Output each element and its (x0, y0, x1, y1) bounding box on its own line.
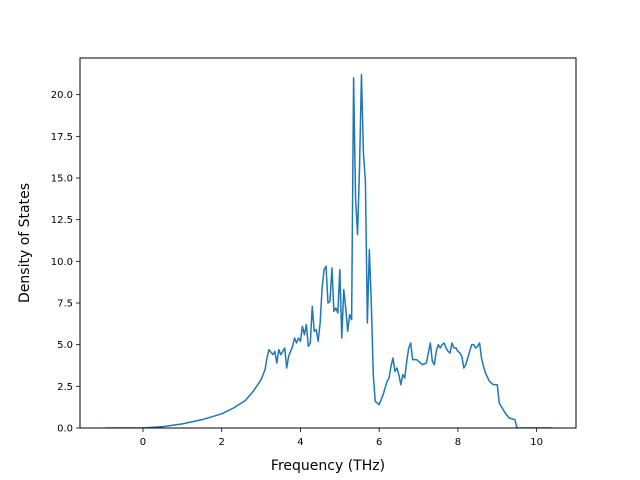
plot-frame (79, 57, 577, 429)
y-tick-label: 5.0 (57, 340, 73, 351)
dos-series-line (105, 73, 553, 428)
plot-content (105, 73, 553, 428)
y-axis-ticks: 0.0 2.5 5.0 7.5 10.0 12.5 15.0 17.5 20.0 (51, 90, 80, 435)
x-tick-label: 4 (297, 437, 303, 448)
y-tick-label: 0.0 (57, 424, 73, 435)
y-axis-label: Density of States (17, 183, 33, 303)
x-tick-label: 6 (376, 437, 382, 448)
x-axis-ticks: 0 2 4 6 8 10 (140, 428, 543, 448)
plot-area (80, 58, 576, 428)
y-tick-label: 2.5 (57, 382, 73, 393)
y-tick-label: 10.0 (51, 257, 73, 268)
y-tick-label: 20.0 (51, 90, 73, 101)
y-tick-label: 17.5 (51, 132, 73, 143)
x-axis-label: Frequency (THz) (271, 458, 385, 474)
y-tick-label: 15.0 (51, 174, 73, 185)
y-tick-label: 7.5 (57, 299, 73, 310)
x-tick-label: 10 (530, 437, 543, 448)
x-tick-label: 2 (219, 437, 225, 448)
x-tick-label: 8 (455, 437, 461, 448)
x-tick-label: 0 (140, 437, 146, 448)
y-tick-label: 12.5 (51, 215, 73, 226)
